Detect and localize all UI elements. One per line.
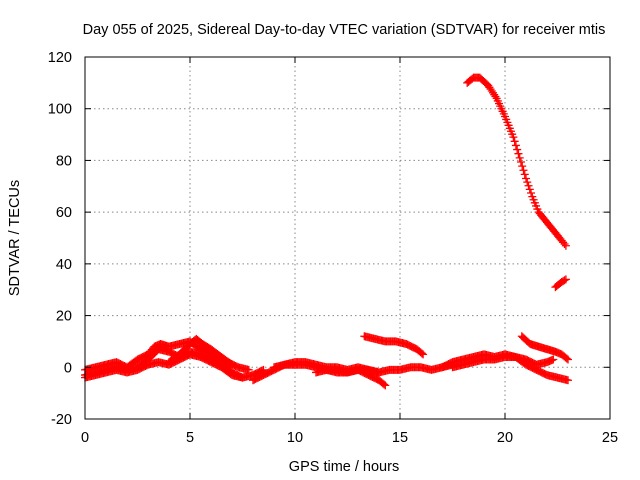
plot-frame — [84, 56, 611, 420]
data-point — [524, 181, 533, 190]
data-point — [380, 380, 389, 389]
series-arc-b — [81, 337, 253, 374]
data-point — [518, 162, 527, 171]
y-tick-label: 40 — [56, 257, 72, 273]
data-point — [549, 355, 558, 364]
data-point — [226, 359, 235, 368]
y-tick-label: 20 — [56, 309, 72, 325]
series-arc-c — [81, 350, 247, 382]
data-point — [419, 350, 428, 359]
data-point — [560, 276, 569, 285]
data-point — [520, 170, 529, 179]
data-point — [562, 354, 571, 363]
x-tick-label: 10 — [287, 430, 303, 446]
data-point — [244, 365, 253, 374]
series-arc-k — [463, 73, 570, 250]
series-arc-h — [360, 332, 428, 359]
data-point — [228, 360, 236, 369]
data-point — [527, 189, 536, 198]
y-tick-label: 80 — [56, 153, 72, 169]
y-tick-label: 120 — [48, 50, 72, 66]
chart-title: Day 055 of 2025, Sidereal Day-to-day VTE… — [83, 22, 606, 38]
series-arc-d — [165, 334, 236, 369]
data-point — [561, 241, 570, 250]
y-axis-label: SDTVAR / TECUs — [7, 180, 23, 296]
data-point — [417, 349, 426, 358]
x-axis-label: GPS time / hours — [289, 459, 399, 475]
data-point — [564, 376, 572, 385]
data-point — [511, 141, 520, 150]
series-arc-l — [551, 275, 570, 292]
axis-ticks: 0 5 10 15 20 25 -20 0 20 40 60 80 100 120 — [48, 50, 618, 446]
data-point — [513, 145, 522, 154]
x-tick-label: 25 — [602, 430, 618, 446]
series-arc-j — [448, 352, 572, 385]
series-arc-g — [312, 360, 457, 377]
y-tick-label: 60 — [56, 205, 72, 221]
data-point — [381, 381, 390, 390]
data-point — [561, 275, 570, 284]
data-point — [515, 153, 524, 162]
series-arc-m — [517, 332, 572, 364]
data-point — [523, 178, 532, 187]
data-point — [509, 133, 518, 142]
data-point — [238, 373, 247, 382]
x-tick-label: 20 — [497, 430, 513, 446]
data-point — [514, 149, 523, 158]
y-tick-label: -20 — [51, 412, 72, 428]
data-point — [560, 240, 569, 249]
y-tick-label: 100 — [48, 102, 72, 118]
x-tick-label: 0 — [81, 430, 89, 446]
data-point — [564, 355, 572, 364]
x-tick-label: 5 — [186, 430, 194, 446]
y-tick-label: 0 — [64, 360, 72, 376]
data-point — [525, 185, 534, 194]
data-point — [510, 137, 519, 146]
data-point — [491, 92, 500, 101]
x-tick-label: 15 — [392, 430, 408, 446]
data-point — [522, 174, 530, 183]
data-points — [81, 73, 572, 390]
data-point — [519, 166, 528, 175]
data-point — [516, 157, 525, 166]
